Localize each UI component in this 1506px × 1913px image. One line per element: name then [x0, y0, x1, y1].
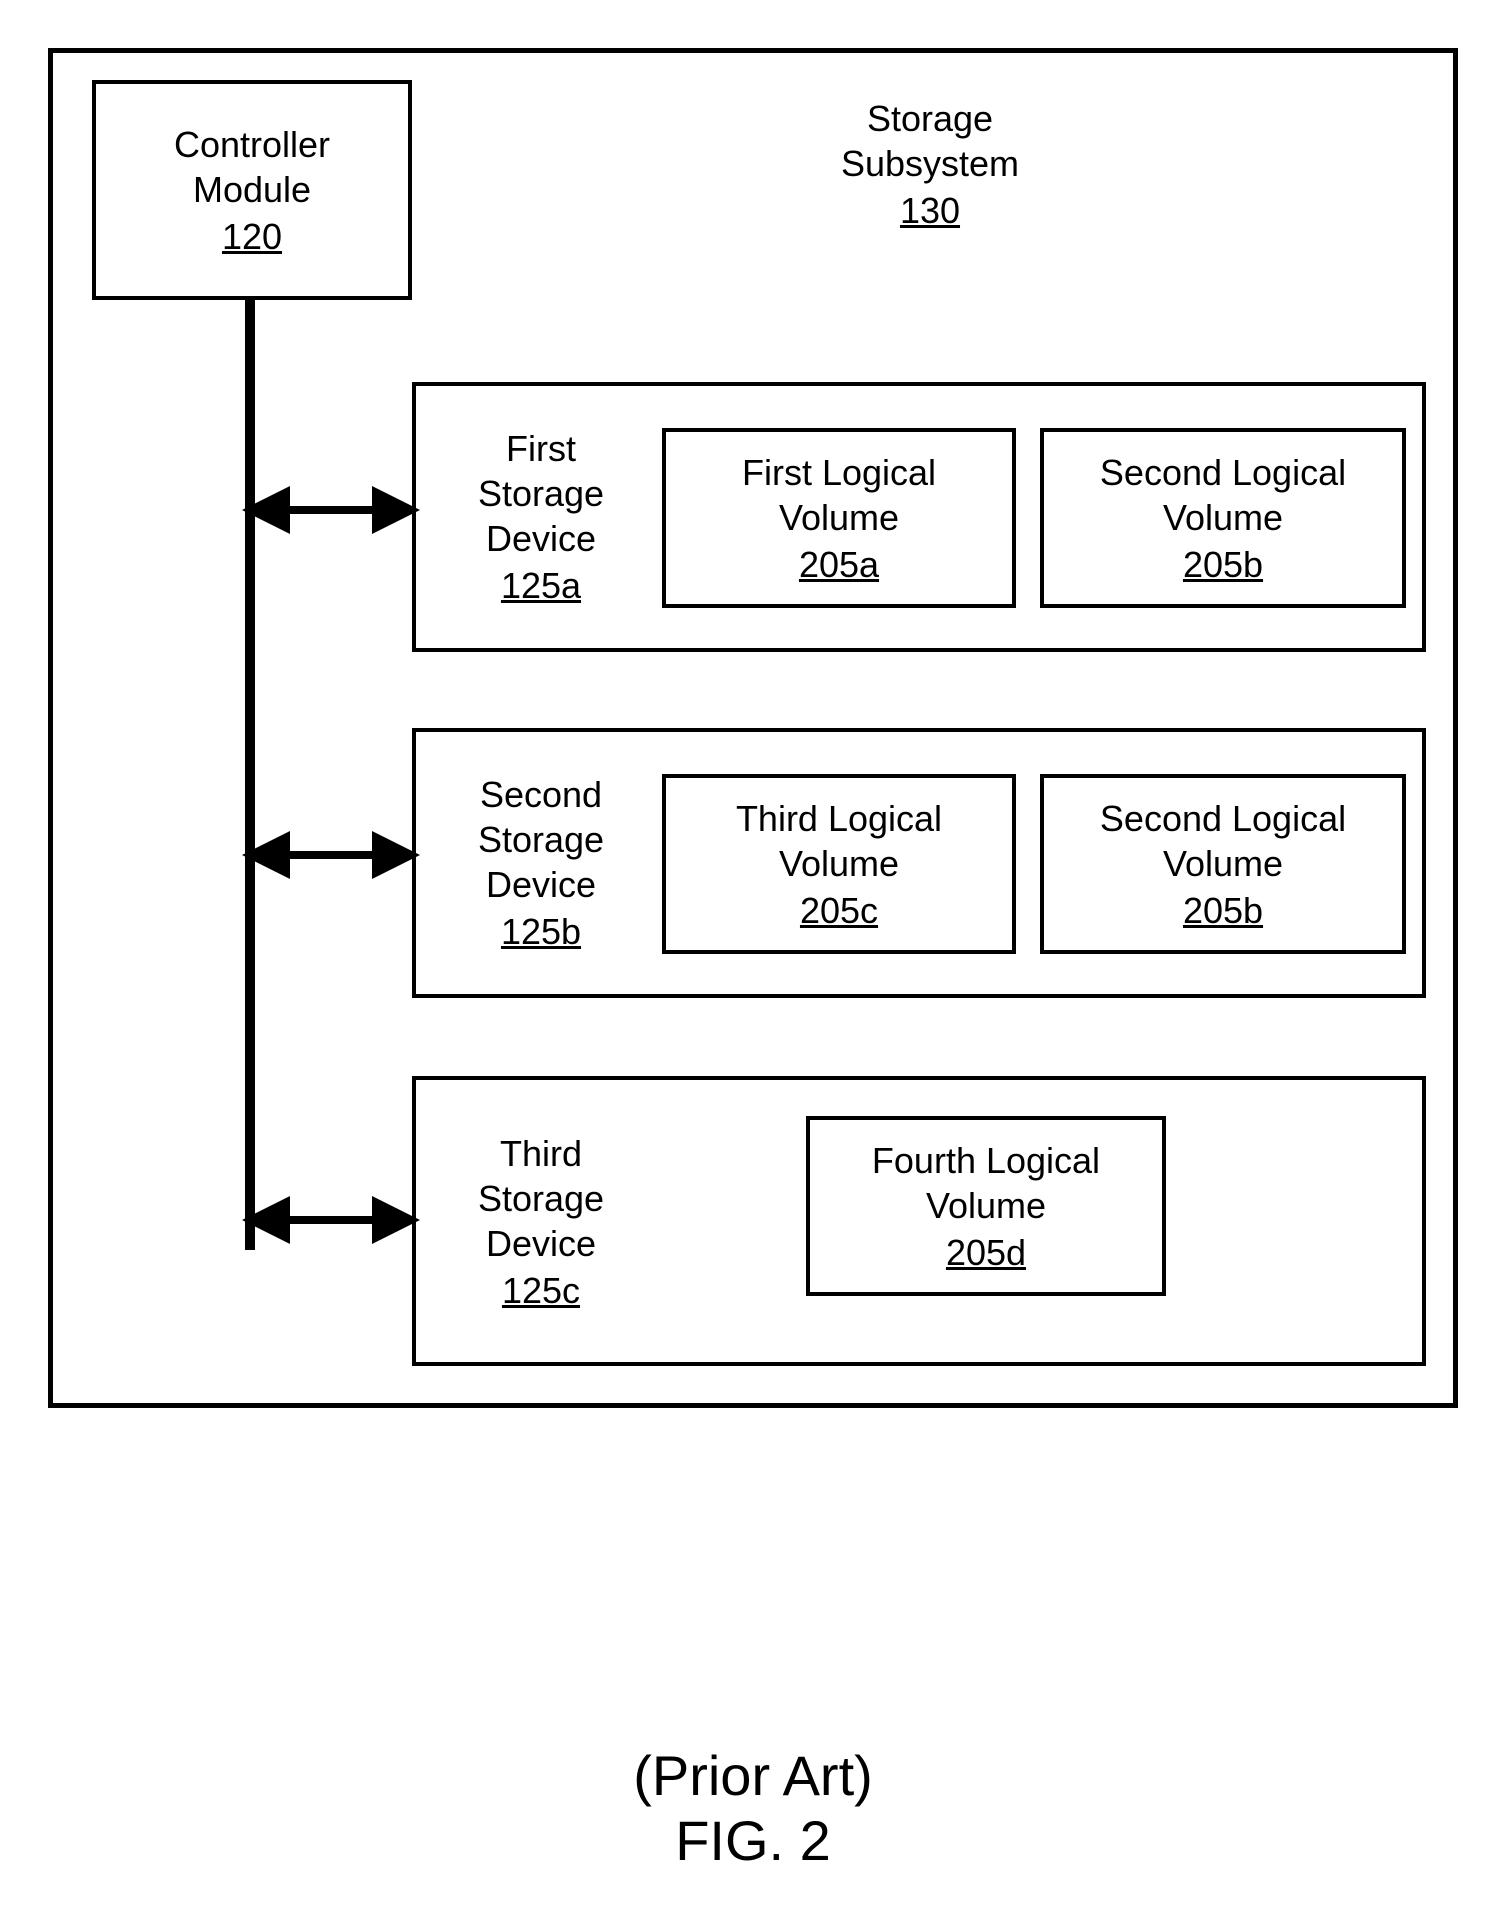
volume-ref: 205a: [799, 542, 879, 587]
device-label-1: Third: [500, 1131, 582, 1176]
volume-label-1: Fourth Logical: [872, 1138, 1100, 1183]
device-ref: 125b: [501, 909, 581, 954]
volume-label-1: Second Logical: [1100, 796, 1346, 841]
device-label-3: Device: [486, 1221, 596, 1266]
volume-ref: 205c: [800, 888, 878, 933]
device-label-2: Storage: [478, 471, 604, 516]
device-ref: 125a: [501, 563, 581, 608]
volume-ref: 205d: [946, 1230, 1026, 1275]
logical-volume-box: Fourth LogicalVolume205d: [806, 1116, 1166, 1296]
volume-label-2: Volume: [779, 495, 899, 540]
caption-line-1: (Prior Art): [40, 1743, 1466, 1808]
volume-label-1: First Logical: [742, 450, 936, 495]
logical-volume-box: Second LogicalVolume205b: [1040, 774, 1406, 954]
logical-volume-box: Third LogicalVolume205c: [662, 774, 1016, 954]
controller-label-1: Controller: [174, 122, 330, 167]
volume-label-1: Third Logical: [736, 796, 942, 841]
volume-label-1: Second Logical: [1100, 450, 1346, 495]
controller-ref: 120: [222, 214, 282, 259]
controller-label-2: Module: [193, 167, 311, 212]
device-label-3: Device: [486, 862, 596, 907]
storage-device-label: SecondStorageDevice125b: [436, 746, 646, 980]
volume-ref: 205b: [1183, 542, 1263, 587]
storage-device-label: ThirdStorageDevice125c: [436, 1100, 646, 1344]
figure-caption: (Prior Art)FIG. 2: [40, 1743, 1466, 1873]
storage-subsystem-title: StorageSubsystem130: [800, 96, 1060, 233]
device-label-1: Second: [480, 772, 602, 817]
device-label-3: Device: [486, 516, 596, 561]
volume-ref: 205b: [1183, 888, 1263, 933]
device-label-2: Storage: [478, 1176, 604, 1221]
subsystem-ref: 130: [900, 188, 960, 233]
volume-label-2: Volume: [779, 841, 899, 886]
device-label-2: Storage: [478, 817, 604, 862]
device-ref: 125c: [502, 1268, 580, 1313]
logical-volume-box: First LogicalVolume205a: [662, 428, 1016, 608]
volume-label-2: Volume: [1163, 841, 1283, 886]
caption-line-2: FIG. 2: [40, 1808, 1466, 1873]
subsystem-label-1: Storage: [867, 96, 993, 141]
controller-module-box: ControllerModule120: [92, 80, 412, 300]
logical-volume-box: Second LogicalVolume205b: [1040, 428, 1406, 608]
subsystem-label-2: Subsystem: [841, 141, 1019, 186]
volume-label-2: Volume: [1163, 495, 1283, 540]
device-label-1: First: [506, 426, 576, 471]
volume-label-2: Volume: [926, 1183, 1046, 1228]
storage-device-label: FirstStorageDevice125a: [436, 400, 646, 634]
